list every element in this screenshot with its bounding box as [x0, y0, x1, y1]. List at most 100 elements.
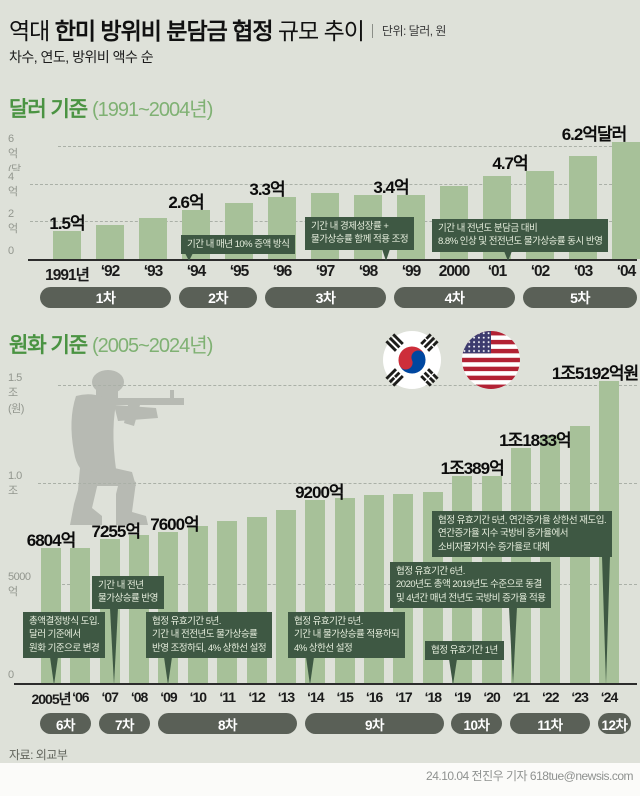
value-label: 1.5억	[49, 214, 85, 233]
value-label: 3.4억	[373, 178, 409, 197]
annotation-callout: 협정 유효기간 1년	[425, 641, 504, 661]
x-axis-line	[14, 683, 637, 685]
x-tick-label: ‘96	[272, 263, 293, 280]
round-badge-6차: 6차	[40, 713, 91, 734]
round-badge-5차: 5차	[523, 287, 637, 308]
y-tick-label: 1.5조(원)	[8, 372, 27, 417]
annotation-callout: 총액결정방식 도입. 달러 기준에서 원화 기준으로 변경	[23, 612, 106, 659]
annotation-callout-tail	[602, 556, 610, 685]
gridline	[58, 146, 637, 147]
value-label: 1조5192억원	[551, 364, 639, 383]
value-label: 6.2억달러	[561, 125, 628, 144]
bar-92	[96, 225, 124, 259]
subtitle: 차수, 연도, 방위비 액수 순	[9, 49, 154, 65]
annotation-callout: 기간 내 매년 10% 증액 방식	[181, 235, 296, 255]
x-tick-label: ‘17	[395, 689, 412, 705]
x-tick-label: ‘14	[307, 689, 324, 705]
x-tick-label: ‘24	[600, 689, 618, 705]
annotation-callout: 협정 유효기간 6년. 2020년도 총액 2019년도 수준으로 동결 및 4년간…	[390, 562, 552, 609]
annotation-callout-tail	[164, 657, 172, 685]
x-tick-label: ‘15	[336, 689, 353, 705]
annotation-callout: 기간 내 전년 물가상승률 반영	[92, 576, 164, 609]
page-title: 역대 한미 방위비 분담금 협정 규모 추이 단위: 달러, 원	[9, 12, 446, 46]
annotation-callout-tail	[306, 657, 314, 685]
value-label: 1조1833억	[499, 431, 572, 450]
footer-strip	[0, 763, 640, 796]
soldier-silhouette-illustration	[70, 370, 184, 525]
x-tick-label: ‘12	[248, 689, 265, 705]
annotation-callout: 기간 내 경제성장률 + 물가상승률 함께 적용 조정	[305, 217, 415, 250]
x-tick-label: ‘97	[315, 263, 336, 280]
source-note: 자료: 외교부	[9, 748, 68, 762]
x-tick-label: 1991년	[45, 267, 90, 284]
value-label: 9200억	[295, 483, 344, 502]
unit-note: 단위: 달러, 원	[371, 24, 446, 38]
x-tick-label: ‘04	[616, 263, 637, 280]
x-tick-label: ‘99	[401, 263, 422, 280]
x-tick-label: ‘95	[229, 263, 250, 280]
value-label: 4.7억	[492, 154, 528, 173]
x-tick-label: ‘02	[530, 263, 551, 280]
round-badge-9차: 9차	[305, 713, 444, 734]
round-badge-8차: 8차	[158, 713, 297, 734]
x-tick-label: ‘01	[487, 263, 508, 280]
annotation-callout: 협정 유효기간 5년, 연간증가율 상한선 재도입. 연간증가율 지수 국방비 증…	[432, 511, 613, 558]
x-tick-label: ‘22	[542, 689, 559, 705]
x-tick-label: 2000	[438, 263, 470, 280]
x-tick-label: ‘92	[100, 263, 121, 280]
y-tick-label: 5000억	[8, 571, 34, 600]
annotation-callout: 기간 내 전년도 분담금 대비 8.8% 인상 및 전전년도 물가상승률 동시 반…	[432, 219, 609, 252]
x-tick-label: ‘13	[277, 689, 295, 705]
annotation-callout-tail	[382, 249, 390, 261]
x-tick-label: ‘93	[143, 263, 164, 280]
x-tick-label: 2005년	[31, 691, 71, 707]
bar-22	[540, 435, 560, 683]
annotation-callout: 협정 유효기간 5년. 기간 내 물가상승률 적용하되 4% 상한선 설정	[288, 612, 406, 659]
round-badge-3차: 3차	[265, 287, 386, 308]
value-label: 6804억	[26, 531, 76, 550]
round-badge-4차: 4차	[394, 287, 515, 308]
round-badge-2차: 2차	[179, 287, 257, 308]
x-tick-label: ‘08	[130, 689, 148, 705]
won-section-title: 원화 기준 (2005~2024년)	[9, 334, 213, 357]
y-tick-label: 1.0조	[8, 470, 25, 499]
bar-04	[612, 142, 640, 259]
x-tick-label: ‘03	[573, 263, 594, 280]
x-tick-label: ‘21	[512, 689, 530, 705]
annotation-callout-tail	[50, 657, 58, 685]
x-tick-label: ‘10	[189, 689, 207, 705]
x-tick-label: ‘23	[571, 689, 588, 705]
bar-10	[188, 526, 208, 683]
annotation-callout-tail	[110, 608, 118, 685]
round-badge-11차: 11차	[510, 713, 590, 734]
round-badge-7차: 7차	[99, 713, 150, 734]
x-tick-label: ‘20	[483, 689, 500, 705]
value-label: 3.3억	[249, 180, 285, 199]
y-tick-label: 0	[8, 245, 17, 258]
x-tick-label: ‘16	[365, 689, 383, 705]
gridline	[38, 483, 637, 484]
round-badge-10차: 10차	[451, 713, 502, 734]
bar-93	[139, 218, 167, 259]
x-tick-label: ‘94	[186, 263, 207, 280]
title-suffix: 규모 추이	[272, 18, 365, 44]
annotation-callout-tail	[185, 253, 193, 261]
y-tick-label: 2억	[8, 208, 21, 237]
value-label: 7600억	[150, 515, 199, 534]
annotation-callout: 협정 유효기간 5년. 기간 내 전전년도 물가상승률 반영 조정하되, 4% 상한…	[146, 612, 273, 659]
gridline	[58, 385, 637, 386]
annotation-callout-tail	[449, 659, 457, 685]
x-axis-line	[28, 259, 637, 261]
bar-11	[217, 521, 237, 683]
x-tick-label: ‘98	[358, 263, 379, 280]
x-tick-label: ‘18	[424, 689, 442, 705]
bar-1991	[53, 231, 81, 259]
y-tick-label: 4억	[8, 171, 21, 200]
title-bold: 한미 방위비 분담금 협정	[54, 18, 274, 44]
round-badge-12차: 12차	[598, 713, 631, 734]
korea-flag-icon	[383, 331, 441, 389]
annotation-callout-tail	[504, 251, 512, 261]
round-badge-1차: 1차	[40, 287, 171, 308]
credit-line: 24.10.04 전진우 기자 618tue@newsis.com	[426, 769, 633, 783]
